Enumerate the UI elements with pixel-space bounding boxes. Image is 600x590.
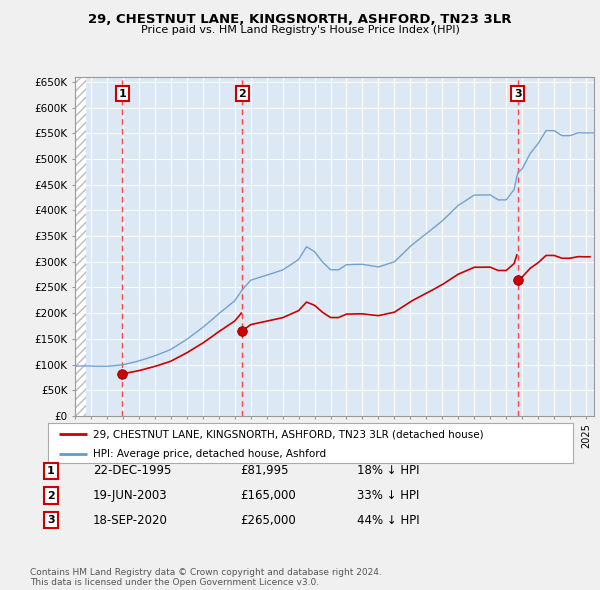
Text: 1: 1	[119, 88, 127, 99]
Text: 29, CHESTNUT LANE, KINGSNORTH, ASHFORD, TN23 3LR: 29, CHESTNUT LANE, KINGSNORTH, ASHFORD, …	[88, 13, 512, 26]
Text: Contains HM Land Registry data © Crown copyright and database right 2024.
This d: Contains HM Land Registry data © Crown c…	[30, 568, 382, 587]
Text: 2: 2	[238, 88, 246, 99]
Text: 22-DEC-1995: 22-DEC-1995	[93, 464, 172, 477]
Text: £265,000: £265,000	[240, 514, 296, 527]
Bar	[75, 77, 86, 416]
Text: £81,995: £81,995	[240, 464, 289, 477]
Text: 2: 2	[47, 491, 55, 500]
Text: 19-JUN-2003: 19-JUN-2003	[93, 489, 167, 502]
Text: Price paid vs. HM Land Registry's House Price Index (HPI): Price paid vs. HM Land Registry's House …	[140, 25, 460, 35]
Text: £165,000: £165,000	[240, 489, 296, 502]
Text: 1: 1	[47, 466, 55, 476]
Text: 18-SEP-2020: 18-SEP-2020	[93, 514, 168, 527]
Text: 18% ↓ HPI: 18% ↓ HPI	[357, 464, 419, 477]
Text: 3: 3	[514, 88, 521, 99]
Text: 29, CHESTNUT LANE, KINGSNORTH, ASHFORD, TN23 3LR (detached house): 29, CHESTNUT LANE, KINGSNORTH, ASHFORD, …	[92, 430, 483, 440]
Text: 3: 3	[47, 516, 55, 525]
Text: HPI: Average price, detached house, Ashford: HPI: Average price, detached house, Ashf…	[92, 450, 326, 460]
Text: 44% ↓ HPI: 44% ↓ HPI	[357, 514, 419, 527]
Text: 33% ↓ HPI: 33% ↓ HPI	[357, 489, 419, 502]
